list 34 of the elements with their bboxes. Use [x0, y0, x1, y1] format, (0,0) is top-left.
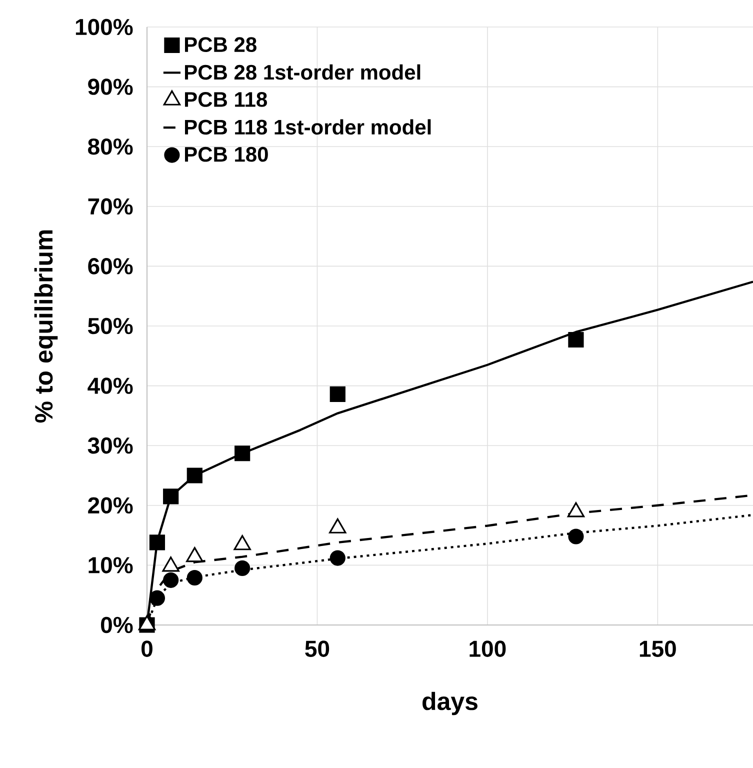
point: [568, 528, 584, 544]
y-tick-label: 80%: [88, 138, 133, 155]
point: [163, 572, 179, 588]
point: [234, 560, 250, 576]
y-tick-label: 50%: [88, 318, 133, 334]
y-axis-title: % to equilibrium: [34, 230, 58, 423]
point: [568, 332, 584, 348]
y-tick-label: 90%: [88, 78, 133, 95]
point: [186, 570, 202, 586]
legend-label: PCB 28 1st-order model: [185, 64, 420, 80]
legend-label: PCB 180: [185, 146, 268, 162]
y-tick-label: 0%: [101, 616, 133, 634]
point: [149, 590, 166, 606]
point: [330, 550, 346, 566]
y-tick-label: 70%: [88, 198, 133, 215]
legend-label: PCB 118: [185, 92, 267, 107]
y-tick-label: 100%: [76, 18, 133, 36]
x-tick-label: 0: [142, 640, 152, 657]
y-tick-label: 40%: [88, 378, 133, 394]
legend-label: PCB 118 1st-order model: [185, 119, 431, 135]
point: [186, 468, 202, 484]
y-tick-label: 30%: [88, 437, 133, 454]
x-tick-label: 50: [305, 640, 330, 657]
y-tick-label: 60%: [88, 258, 133, 274]
legend-label: PCB 28: [185, 37, 256, 52]
x-tick-label: 100: [470, 640, 506, 657]
y-tick-label: 10%: [88, 557, 133, 574]
point: [149, 534, 166, 550]
point: [330, 386, 346, 402]
point: [163, 488, 179, 504]
x-tick-label: 150: [640, 640, 676, 657]
y-tick-label: 20%: [88, 497, 133, 514]
x-axis-title: days: [422, 692, 478, 716]
point: [234, 446, 250, 462]
